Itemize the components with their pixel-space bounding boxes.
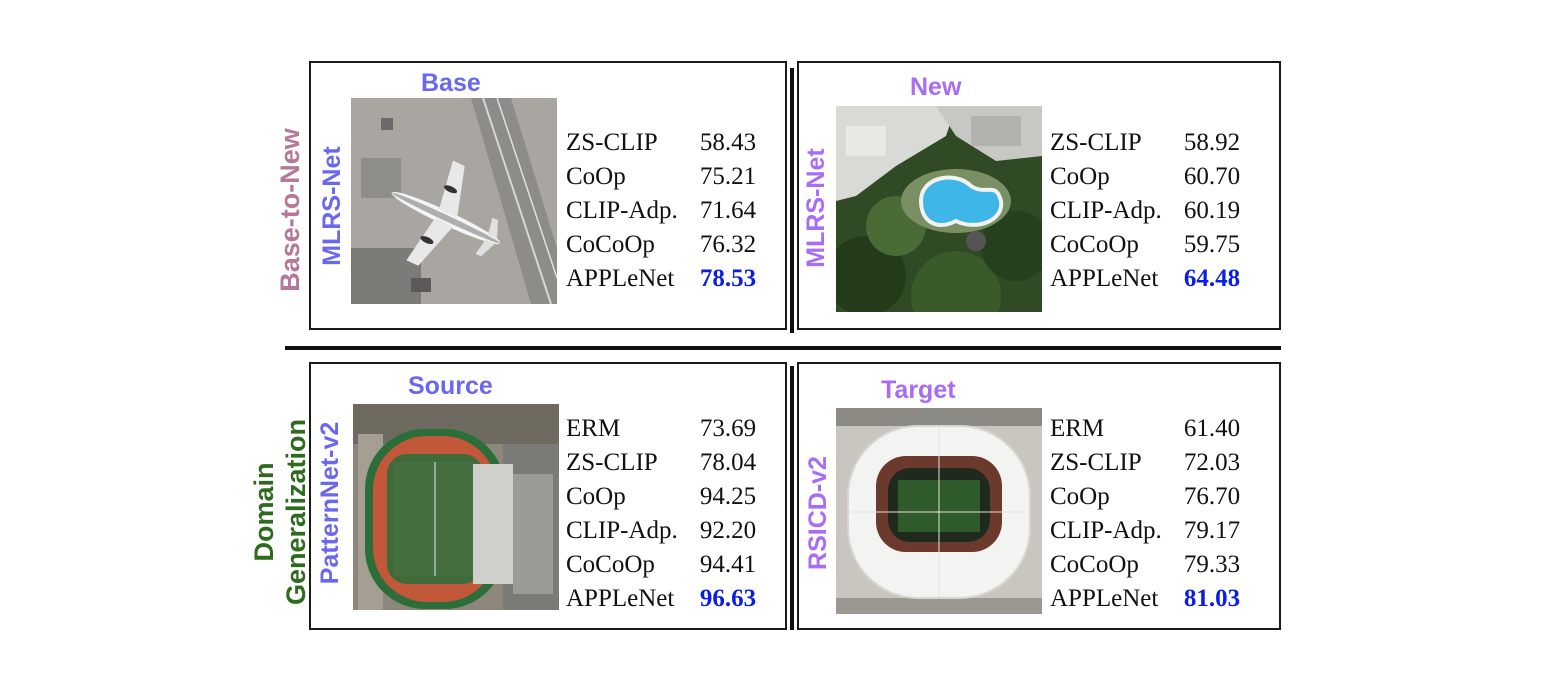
panel-header-source: Source [408,372,493,400]
table-row: CoOp 94.25 [566,480,756,514]
table-row: APPLeNet 81.03 [1050,582,1240,616]
panel-header-target: Target [881,376,956,404]
running-track-aerial-image [353,404,559,610]
score-value: 79.33 [1183,551,1241,578]
results-table-target: ERM 61.40 ZS-CLIP 72.03 CoOp 76.70 CLIP-Adp… [1050,412,1240,616]
dataset-label-mlrs-net-base: MLRS-Net [318,146,346,266]
table-row: ERM 73.69 [566,412,756,446]
results-table-new: ZS-CLIP 58.92 CoOp 60.70 CLIP-Adp. 60.19 Co… [1050,126,1240,296]
best-score-value: 96.63 [699,585,757,612]
vertical-separator-top [790,68,794,333]
method-name: CoOp [1050,163,1110,190]
score-value: 59.75 [1183,231,1241,258]
method-name: APPLeNet [1050,585,1159,612]
method-name: APPLeNet [566,265,675,292]
score-value: 94.41 [699,551,757,578]
score-value: 73.69 [699,415,757,442]
table-row: APPLeNet 96.63 [566,582,756,616]
score-value: 92.20 [699,517,757,544]
score-value: 60.19 [1183,197,1241,224]
table-row: APPLeNet 78.53 [566,262,756,296]
table-row: CoOp 76.70 [1050,480,1240,514]
stadium-icon [836,408,1042,614]
method-name: CLIP-Adp. [1050,197,1162,224]
method-name: ERM [1050,415,1105,442]
vertical-separator-bottom [790,366,794,630]
method-name: CoCoOp [566,551,655,578]
panel-new: New MLRS-Net ZS-CLIP 58.92 CoOp 60.70 CLIP… [797,61,1281,330]
method-name: CoCoOp [1050,551,1139,578]
panel-source: Source PatternNet-v2 ERM 73.69 ZS-CLIP 78.… [309,362,787,630]
method-name: CLIP-Adp. [566,197,678,224]
best-score-value: 78.53 [699,265,757,292]
method-name: CoOp [566,483,626,510]
best-score-value: 81.03 [1183,585,1241,612]
panel-base: Base MLRS-Net ZS-CLIP 58.43 [309,61,787,330]
dataset-label-mlrs-net-new: MLRS-Net [802,148,830,268]
table-row: CoCoOp 94.41 [566,548,756,582]
method-name: ZS-CLIP [566,449,658,476]
table-row: APPLeNet 64.48 [1050,262,1240,296]
score-value: 78.04 [699,449,757,476]
table-row: CLIP-Adp. 60.19 [1050,194,1240,228]
method-name: ZS-CLIP [1050,449,1142,476]
method-name: CoOp [566,163,626,190]
table-row: ZS-CLIP 72.03 [1050,446,1240,480]
score-value: 58.43 [699,129,757,156]
score-value: 72.03 [1183,449,1241,476]
table-row: CoOp 75.21 [566,160,756,194]
score-value: 94.25 [699,483,757,510]
table-row: CoCoOp 76.32 [566,228,756,262]
swimming-pool-aerial-image [836,106,1042,312]
table-row: ZS-CLIP 78.04 [566,446,756,480]
score-value: 79.17 [1183,517,1241,544]
method-name: ERM [566,415,621,442]
panel-target: Target RSICD-v2 ERM 61.40 ZS-CLIP 72.03 Co… [797,362,1281,630]
table-row: ZS-CLIP 58.43 [566,126,756,160]
score-value: 75.21 [699,163,757,190]
table-row: CoOp 60.70 [1050,160,1240,194]
group-label-domain-generalization: Domain Generalization [248,392,312,632]
dataset-label-rsicd-v2: RSICD-v2 [804,456,832,570]
results-table-source: ERM 73.69 ZS-CLIP 78.04 CoOp 94.25 CLIP-Adp… [566,412,756,616]
method-name: CLIP-Adp. [566,517,678,544]
group-label-base-to-new: Base-to-New [275,128,305,292]
panel-header-new: New [910,73,962,101]
method-name: APPLeNet [1050,265,1159,292]
best-score-value: 64.48 [1183,265,1241,292]
stadium-track-icon [353,404,559,610]
airplane-aerial-image [351,98,557,304]
table-row: CLIP-Adp. 79.17 [1050,514,1240,548]
method-name: ZS-CLIP [1050,129,1142,156]
method-name: CoCoOp [566,231,655,258]
table-row: CLIP-Adp. 92.20 [566,514,756,548]
table-row: ERM 61.40 [1050,412,1240,446]
method-name: CoCoOp [1050,231,1139,258]
score-value: 76.32 [699,231,757,258]
score-value: 58.92 [1183,129,1241,156]
table-row: ZS-CLIP 58.92 [1050,126,1240,160]
method-name: CoOp [1050,483,1110,510]
score-value: 76.70 [1183,483,1241,510]
table-row: CoCoOp 59.75 [1050,228,1240,262]
method-name: CLIP-Adp. [1050,517,1162,544]
table-row: CLIP-Adp. 71.64 [566,194,756,228]
horizontal-separator [285,346,1281,350]
stadium-aerial-image [836,408,1042,614]
table-row: CoCoOp 79.33 [1050,548,1240,582]
panel-header-base: Base [421,69,481,97]
method-name: ZS-CLIP [566,129,658,156]
dataset-label-patternnet-v2: PatternNet-v2 [316,421,344,585]
group-label-domain: Domain [249,462,279,562]
score-value: 71.64 [699,197,757,224]
score-value: 60.70 [1183,163,1241,190]
airplane-icon [351,98,557,304]
group-label-generalization: Generalization [281,418,311,606]
results-table-base: ZS-CLIP 58.43 CoOp 75.21 CLIP-Adp. 71.64 Co… [566,126,756,296]
score-value: 61.40 [1183,415,1241,442]
pool-icon [836,106,1042,312]
method-name: APPLeNet [566,585,675,612]
